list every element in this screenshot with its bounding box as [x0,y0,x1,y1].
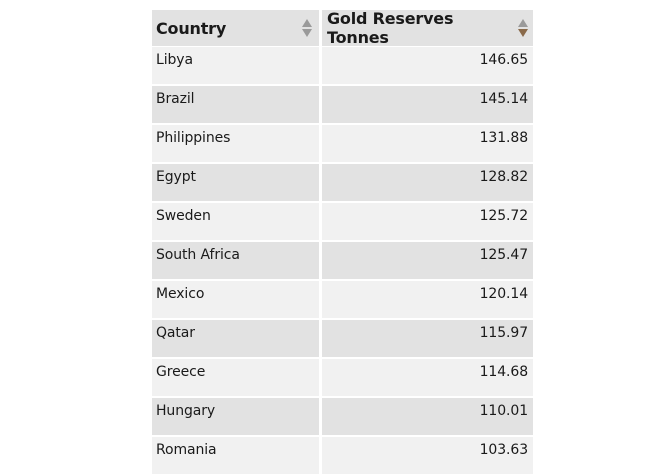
sort-up-icon [518,19,528,27]
cell-country: Qatar [152,320,319,357]
table-row: Brazil 145.14 [152,86,533,123]
cell-gold-reserves: 114.68 [322,359,533,396]
cell-country: Sweden [152,203,319,240]
cell-country: Greece [152,359,319,396]
cell-country: Romania [152,437,319,474]
cell-gold-reserves: 120.14 [322,281,533,318]
sort-arrows-desc-active-icon[interactable] [518,19,528,37]
cell-gold-reserves: 146.65 [322,47,533,84]
table-row: South Africa 125.47 [152,242,533,279]
table-row: Qatar 115.97 [152,320,533,357]
table-header-row: Country Gold Reserves Tonnes [152,9,533,47]
cell-country: Mexico [152,281,319,318]
table-row: Libya 146.65 [152,47,533,84]
table-body: Libya 146.65 Brazil 145.14 Philippines 131.88… [152,47,533,474]
cell-gold-reserves: 125.72 [322,203,533,240]
column-header-country-label: Country [156,18,227,38]
gold-reserves-table: Country Gold Reserves Tonnes Libya 146.65… [152,9,533,474]
cell-gold-reserves: 145.14 [322,86,533,123]
sort-down-icon [302,29,312,37]
cell-gold-reserves: 103.63 [322,437,533,474]
table-row: Sweden 125.72 [152,203,533,240]
table-row: Greece 114.68 [152,359,533,396]
cell-gold-reserves: 110.01 [322,398,533,435]
cell-country: Philippines [152,125,319,162]
column-header-gold-label: Gold Reserves Tonnes [327,9,454,47]
cell-country: Egypt [152,164,319,201]
cell-country: Brazil [152,86,319,123]
sort-arrows-icon[interactable] [302,19,312,37]
cell-country: South Africa [152,242,319,279]
column-header-country[interactable]: Country [152,10,319,46]
table-row: Romania 103.63 [152,437,533,474]
cell-country: Libya [152,47,319,84]
sort-down-active-icon [518,29,528,37]
table-row: Philippines 131.88 [152,125,533,162]
cell-country: Hungary [152,398,319,435]
cell-gold-reserves: 131.88 [322,125,533,162]
column-header-gold-reserves[interactable]: Gold Reserves Tonnes [322,9,533,47]
table-row: Hungary 110.01 [152,398,533,435]
table-row: Mexico 120.14 [152,281,533,318]
cell-gold-reserves: 125.47 [322,242,533,279]
sort-up-icon [302,19,312,27]
cell-gold-reserves: 128.82 [322,164,533,201]
cell-gold-reserves: 115.97 [322,320,533,357]
table-row: Egypt 128.82 [152,164,533,201]
